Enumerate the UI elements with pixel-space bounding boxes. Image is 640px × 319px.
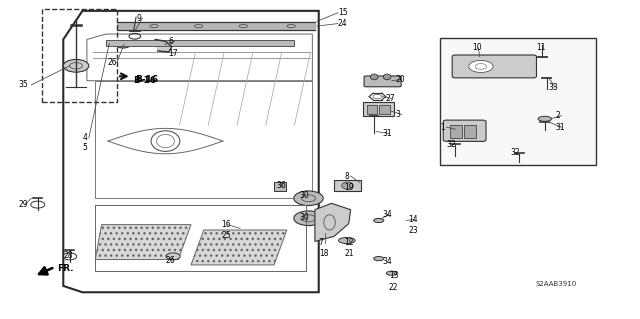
Ellipse shape (383, 74, 391, 80)
Text: 24: 24 (338, 19, 348, 28)
Text: 18: 18 (319, 249, 328, 258)
Text: B-16: B-16 (134, 76, 157, 85)
Text: 23: 23 (408, 226, 418, 234)
Ellipse shape (538, 116, 552, 122)
Ellipse shape (374, 219, 384, 223)
Bar (440, 38, 596, 165)
Text: 19: 19 (344, 183, 354, 192)
Text: 31: 31 (383, 129, 392, 138)
Circle shape (63, 59, 89, 72)
Text: 6: 6 (168, 37, 173, 46)
Bar (450, 125, 462, 138)
Circle shape (294, 211, 323, 226)
Text: 4: 4 (83, 133, 87, 142)
Text: 22: 22 (389, 283, 399, 292)
Text: 9: 9 (137, 14, 141, 23)
Text: 28: 28 (63, 251, 73, 260)
Polygon shape (191, 230, 287, 265)
Text: 14: 14 (408, 215, 418, 224)
Text: 33: 33 (548, 83, 558, 92)
Text: 30: 30 (300, 190, 309, 200)
Circle shape (166, 253, 180, 260)
Bar (367, 105, 377, 114)
Ellipse shape (342, 182, 353, 189)
Bar (364, 102, 394, 116)
Bar (42, 9, 117, 102)
Text: 16: 16 (221, 220, 230, 229)
Text: 35: 35 (19, 80, 28, 89)
FancyBboxPatch shape (364, 76, 401, 87)
Text: 11: 11 (536, 43, 545, 52)
Text: 30: 30 (300, 213, 309, 222)
Text: 20: 20 (396, 75, 405, 84)
Polygon shape (315, 203, 351, 241)
Text: 1: 1 (440, 122, 445, 132)
Text: 2: 2 (555, 111, 560, 120)
Text: 7: 7 (319, 238, 324, 247)
Text: 31: 31 (555, 122, 564, 132)
Text: 15: 15 (338, 8, 348, 17)
Text: 21: 21 (344, 249, 354, 258)
Text: 17: 17 (168, 48, 178, 58)
Circle shape (294, 191, 323, 205)
Text: 32: 32 (447, 140, 456, 149)
Text: 3: 3 (396, 110, 400, 119)
Text: 10: 10 (472, 43, 482, 52)
Text: 36: 36 (276, 181, 286, 190)
Text: S2AAB3910: S2AAB3910 (536, 281, 577, 287)
Text: 32: 32 (510, 148, 520, 157)
FancyBboxPatch shape (444, 120, 486, 141)
Text: 29: 29 (19, 200, 28, 209)
Bar (334, 181, 361, 191)
Circle shape (116, 41, 131, 48)
Circle shape (468, 60, 493, 72)
Text: FR.: FR. (57, 263, 74, 273)
Text: 26: 26 (166, 256, 175, 265)
Text: B-16: B-16 (135, 75, 158, 84)
Text: 26: 26 (108, 58, 118, 67)
Polygon shape (95, 225, 191, 260)
Text: 25: 25 (221, 231, 230, 240)
Text: 5: 5 (83, 143, 87, 152)
FancyBboxPatch shape (452, 55, 536, 78)
Text: 8: 8 (344, 172, 349, 181)
Text: 34: 34 (383, 257, 392, 266)
Text: 27: 27 (385, 94, 395, 103)
Ellipse shape (339, 237, 355, 243)
Bar (274, 182, 286, 191)
Ellipse shape (374, 256, 384, 261)
Polygon shape (156, 40, 172, 52)
Bar (464, 125, 476, 138)
Text: 12: 12 (344, 238, 354, 247)
Ellipse shape (387, 271, 397, 275)
Text: 34: 34 (383, 210, 392, 219)
Text: 13: 13 (389, 271, 399, 280)
Bar (380, 105, 390, 114)
Ellipse shape (371, 74, 378, 80)
Bar (106, 40, 294, 46)
